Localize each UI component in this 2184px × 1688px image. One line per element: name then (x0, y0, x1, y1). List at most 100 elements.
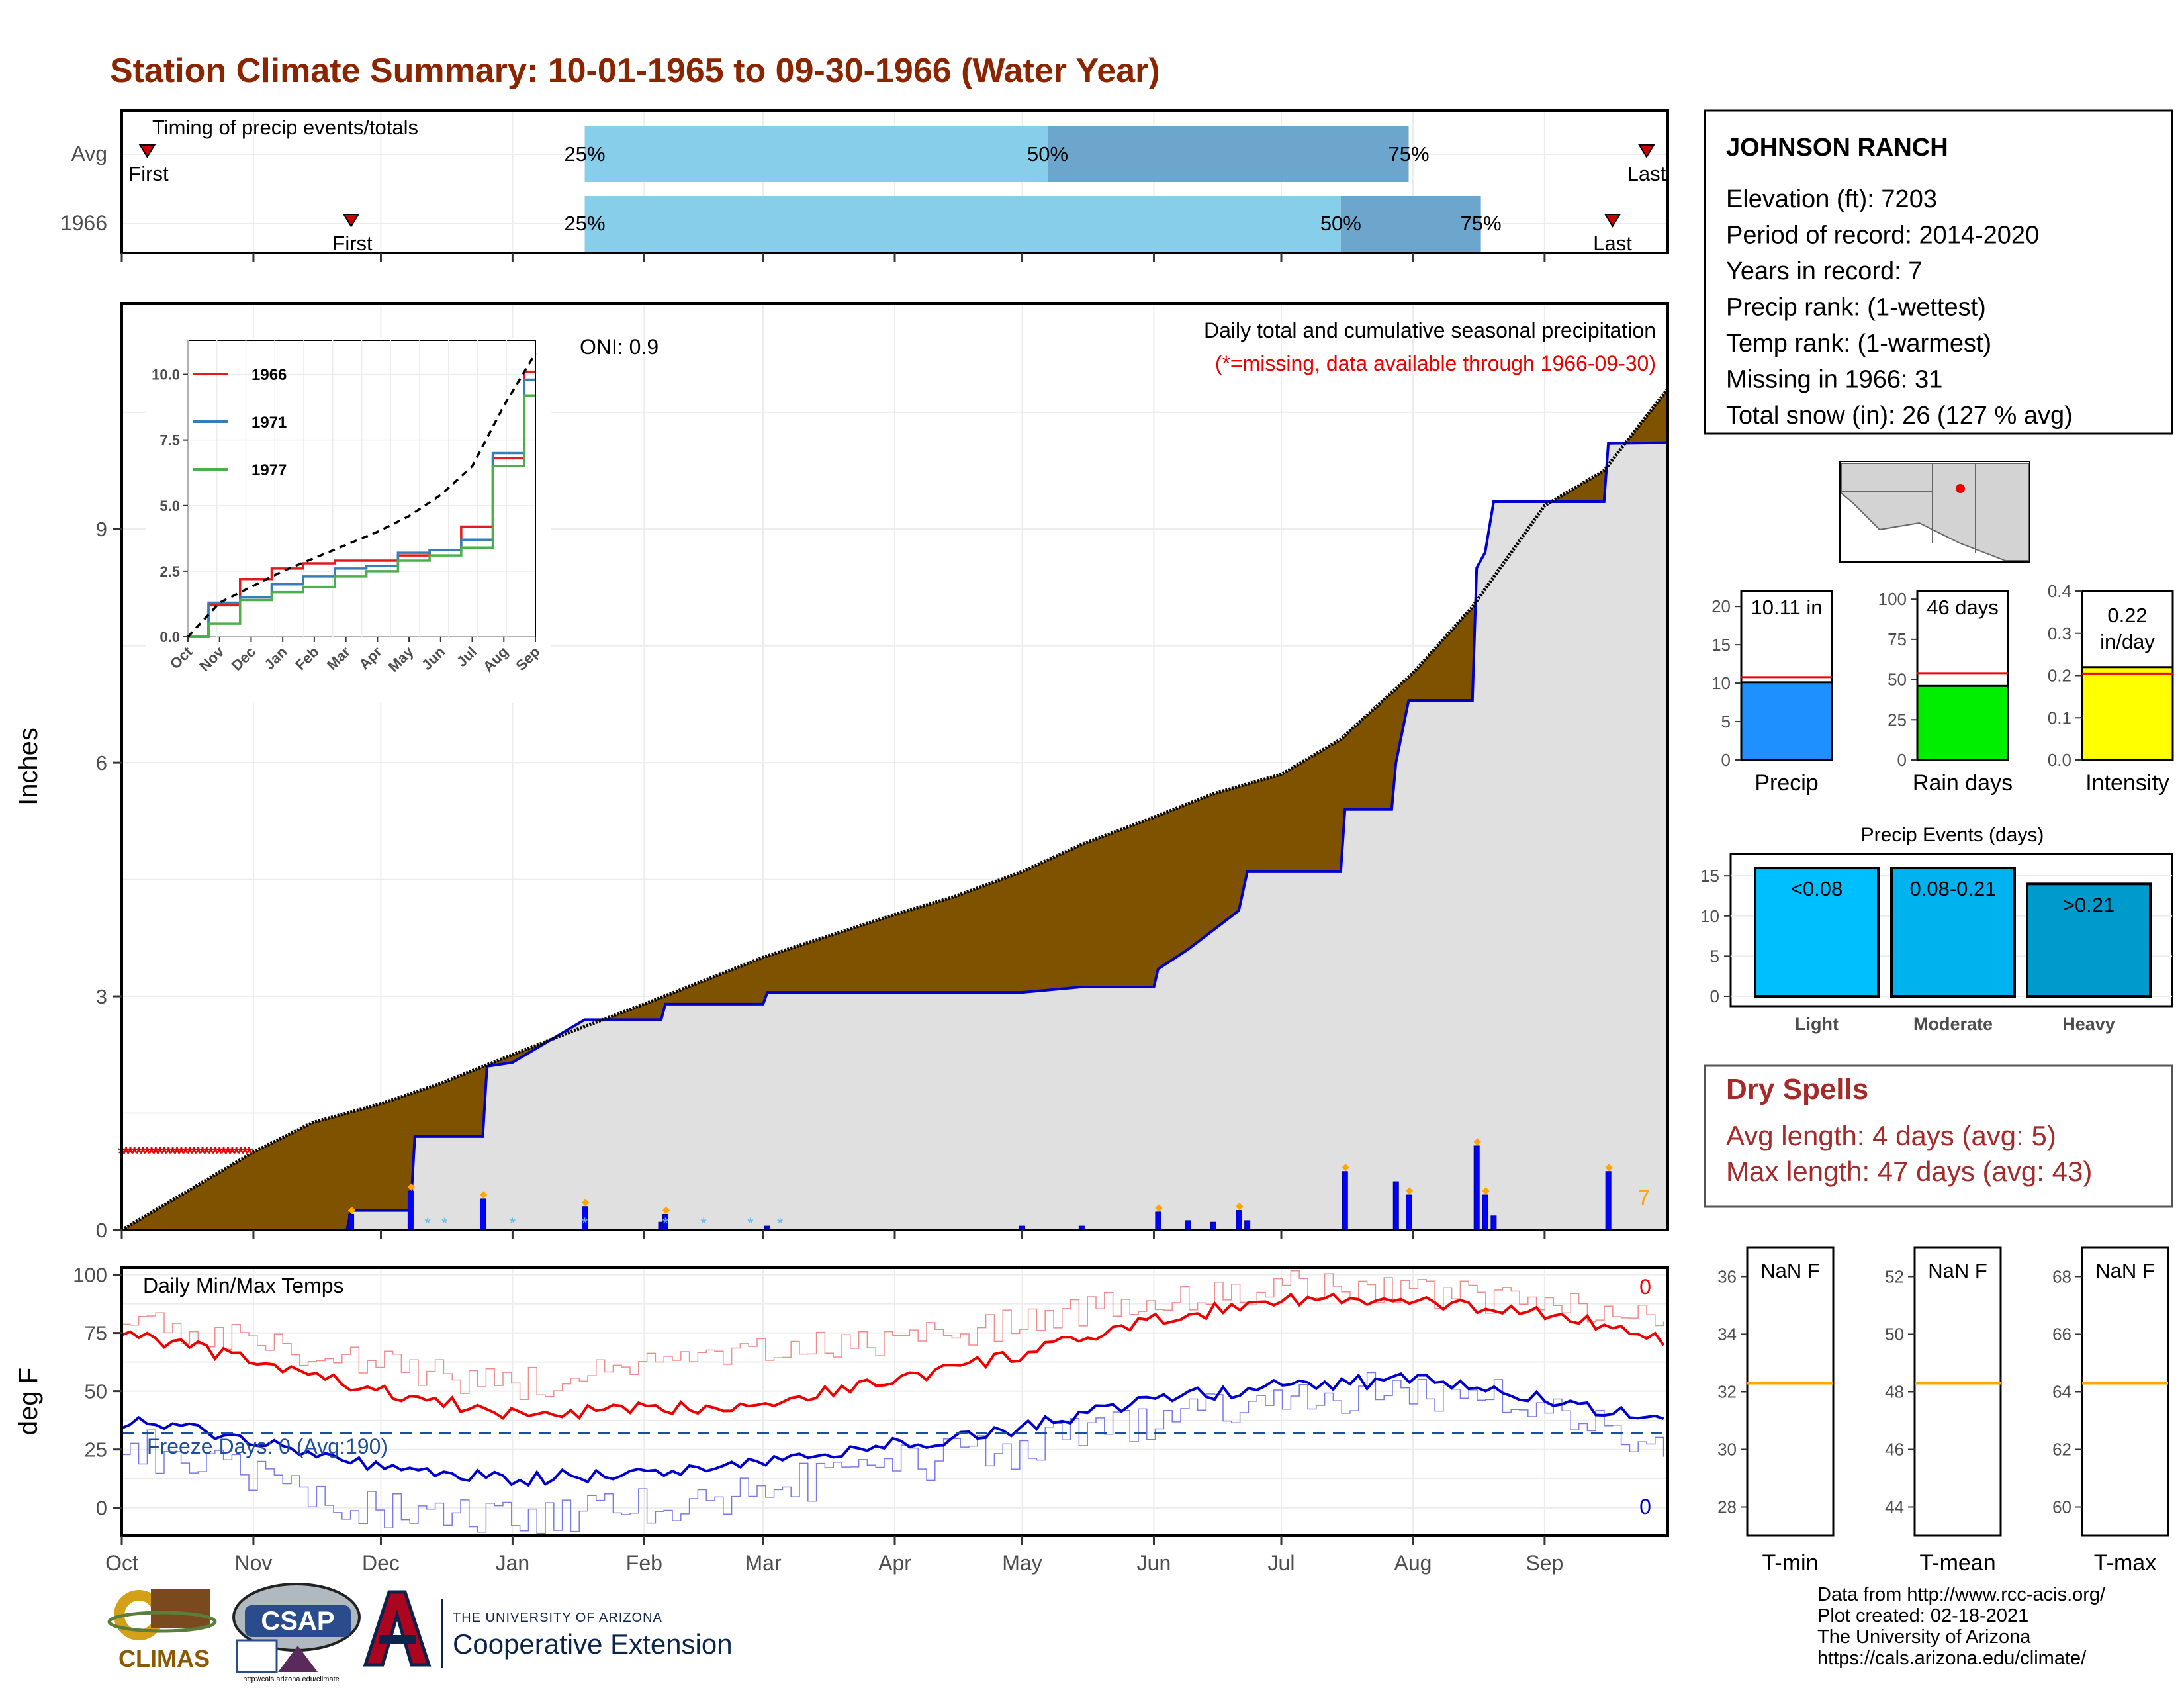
summary-bar-tick-label: 50 (1888, 670, 1907, 690)
temp-box-tick-label: 66 (2052, 1325, 2071, 1344)
precip-event-bar (2026, 882, 2152, 998)
missing-day-marker: * (203, 1143, 211, 1164)
temp-box-frame (2081, 1246, 2169, 1537)
snow-star-marker: * (662, 1215, 668, 1233)
month-tick-label: Jan (496, 1551, 530, 1575)
temp-box-tick-label: 36 (1717, 1267, 1737, 1287)
timing-q50-label: 50% (1320, 212, 1361, 235)
snow-day-marker (581, 1199, 590, 1207)
temp-box-tick-label: 44 (1885, 1497, 1904, 1517)
summary-bar-label: Precip (1754, 771, 1818, 796)
summary-bar-tick-label: 10 (1711, 673, 1731, 693)
ua-name-text: THE UNIVERSITY OF ARIZONA (453, 1611, 662, 1625)
dry-spells-box: Dry Spells Avg length: 4 days (avg: 5) M… (1704, 1064, 2173, 1208)
timing-q75-label: 75% (1388, 142, 1430, 165)
inset-legend-label: 1977 (251, 461, 287, 479)
station-info-box: JOHNSON RANCH Elevation (ft): 7203 Period… (1704, 109, 2173, 435)
missing-note: (*=missing, data available through 1966-… (1215, 352, 1656, 375)
missing-day-marker: * (130, 1143, 138, 1164)
temp-box-tick-label: 46 (1885, 1440, 1904, 1460)
temp-y-tick-label: 75 (85, 1322, 107, 1345)
daily-precip-bar (1185, 1220, 1191, 1231)
temp-y-tick-label: 50 (85, 1380, 107, 1403)
precip-events-title: Precip Events (days) (1861, 824, 2044, 846)
first-event-label: First (128, 162, 169, 185)
summary-bar-value-label: 0.22 in/day (2100, 604, 2155, 653)
ua-extension-text: Cooperative Extension (453, 1628, 733, 1660)
summary-bar-value (2081, 666, 2174, 761)
month-tick-label: May (1002, 1551, 1042, 1575)
temp-box-value: NaN F (1928, 1259, 1987, 1282)
missing-day-marker: * (122, 1143, 130, 1164)
inset-y-tick-label: 2.5 (159, 563, 180, 580)
daily-precip-bar (1605, 1171, 1612, 1231)
summary-bar-tick-label: 0.1 (2048, 708, 2071, 727)
temp-series-line (122, 1270, 1664, 1401)
temp-box-tick-label: 30 (1717, 1440, 1737, 1460)
precip-y-tick-label: 6 (96, 751, 107, 774)
first-event-label: First (332, 232, 373, 255)
month-tick-label: Aug (1394, 1551, 1432, 1575)
footer-credit-line: Data from http://www.rcc-acis.org/ (1817, 1584, 2106, 1605)
daily-precip-bar (479, 1198, 486, 1231)
heavy-precip-marker (1342, 1164, 1349, 1172)
summary-bar-value-label: 10.11 in (1751, 596, 1822, 619)
location-map (1839, 461, 2030, 563)
precip-event-range-label: >0.21 (2063, 893, 2115, 916)
last-event-label: Last (1627, 162, 1666, 185)
oni-label: ONI: 0.9 (580, 335, 659, 359)
temp-box-label: T-max (2094, 1550, 2156, 1575)
temp-box-tick-label: 28 (1717, 1497, 1737, 1517)
temp-box-tick-label: 64 (2052, 1382, 2071, 1402)
temp-box-tick-label: 60 (2052, 1497, 2071, 1517)
inset-legend-label: 1966 (251, 366, 287, 384)
heavy-precip-marker (1473, 1138, 1481, 1146)
station-info-line: Precip rank: (1-wettest) (1726, 294, 1986, 322)
temp-box-tick-label: 68 (2052, 1267, 2071, 1287)
daily-precip-bar (407, 1190, 414, 1231)
summary-bar-tick-label: 0 (1721, 750, 1731, 770)
missing-day-marker: * (199, 1143, 206, 1164)
summary-bar-value (1916, 684, 2009, 761)
daily-precip-bar (1490, 1215, 1497, 1231)
avg-cumulative-line (120, 387, 1669, 1232)
summary-bar-tick-label: 0.4 (2048, 581, 2071, 601)
last-event-label: Last (1593, 232, 1632, 255)
missing-day-marker: * (224, 1143, 232, 1164)
month-tick-label: Jun (1137, 1551, 1171, 1575)
first-event-marker (342, 214, 360, 228)
precip-events-chart: Precip Events (days) 0 5 10 15 <0.08 Light 0.0… (1700, 824, 2173, 1034)
temp-panel-title: Daily Min/Max Temps (143, 1274, 343, 1297)
summary-bar-charts: 0 5 10 15 20 10.11 in Precip 0 25 50 75 100 46 days R… (1711, 581, 2174, 796)
dry-spells-title: Dry Spells (1726, 1073, 1868, 1105)
missing-day-marker: * (169, 1143, 177, 1164)
summary-bar-value (1740, 681, 1833, 761)
snow-day-marker (1405, 1187, 1414, 1195)
month-tick-label: Jul (1268, 1551, 1295, 1575)
month-tick-label: Apr (878, 1551, 911, 1575)
daily-precip-bar (1236, 1210, 1242, 1231)
missing-day-marker: * (160, 1143, 168, 1164)
timing-q25-label: 25% (564, 212, 605, 235)
missing-day-marker: * (241, 1143, 249, 1164)
summary-bar-value-label: 46 days (1927, 596, 1999, 619)
snow-day-marker (662, 1206, 670, 1215)
events-y-tick-label: 15 (1700, 866, 1719, 886)
summary-bar-tick-label: 75 (1888, 630, 1907, 649)
missing-day-marker: * (207, 1143, 215, 1164)
inset-y-tick-label: 0.0 (159, 629, 180, 645)
precip-corner-value: 7 (1638, 1186, 1650, 1209)
missing-day-marker: * (144, 1143, 152, 1164)
daily-precip-bar (1342, 1171, 1348, 1231)
temp-box-tick-label: 52 (1885, 1267, 1904, 1287)
last-event-marker (1604, 214, 1621, 228)
missing-day-marker: * (190, 1143, 198, 1164)
temp-box-value: NaN F (2095, 1259, 2155, 1282)
missing-day-marker: * (220, 1143, 228, 1164)
missing-day-marker: * (211, 1143, 219, 1164)
missing-day-marker: * (152, 1143, 159, 1164)
summary-bar-tick-label: 100 (1878, 589, 1907, 609)
year-cumulative-area (122, 442, 1668, 1230)
